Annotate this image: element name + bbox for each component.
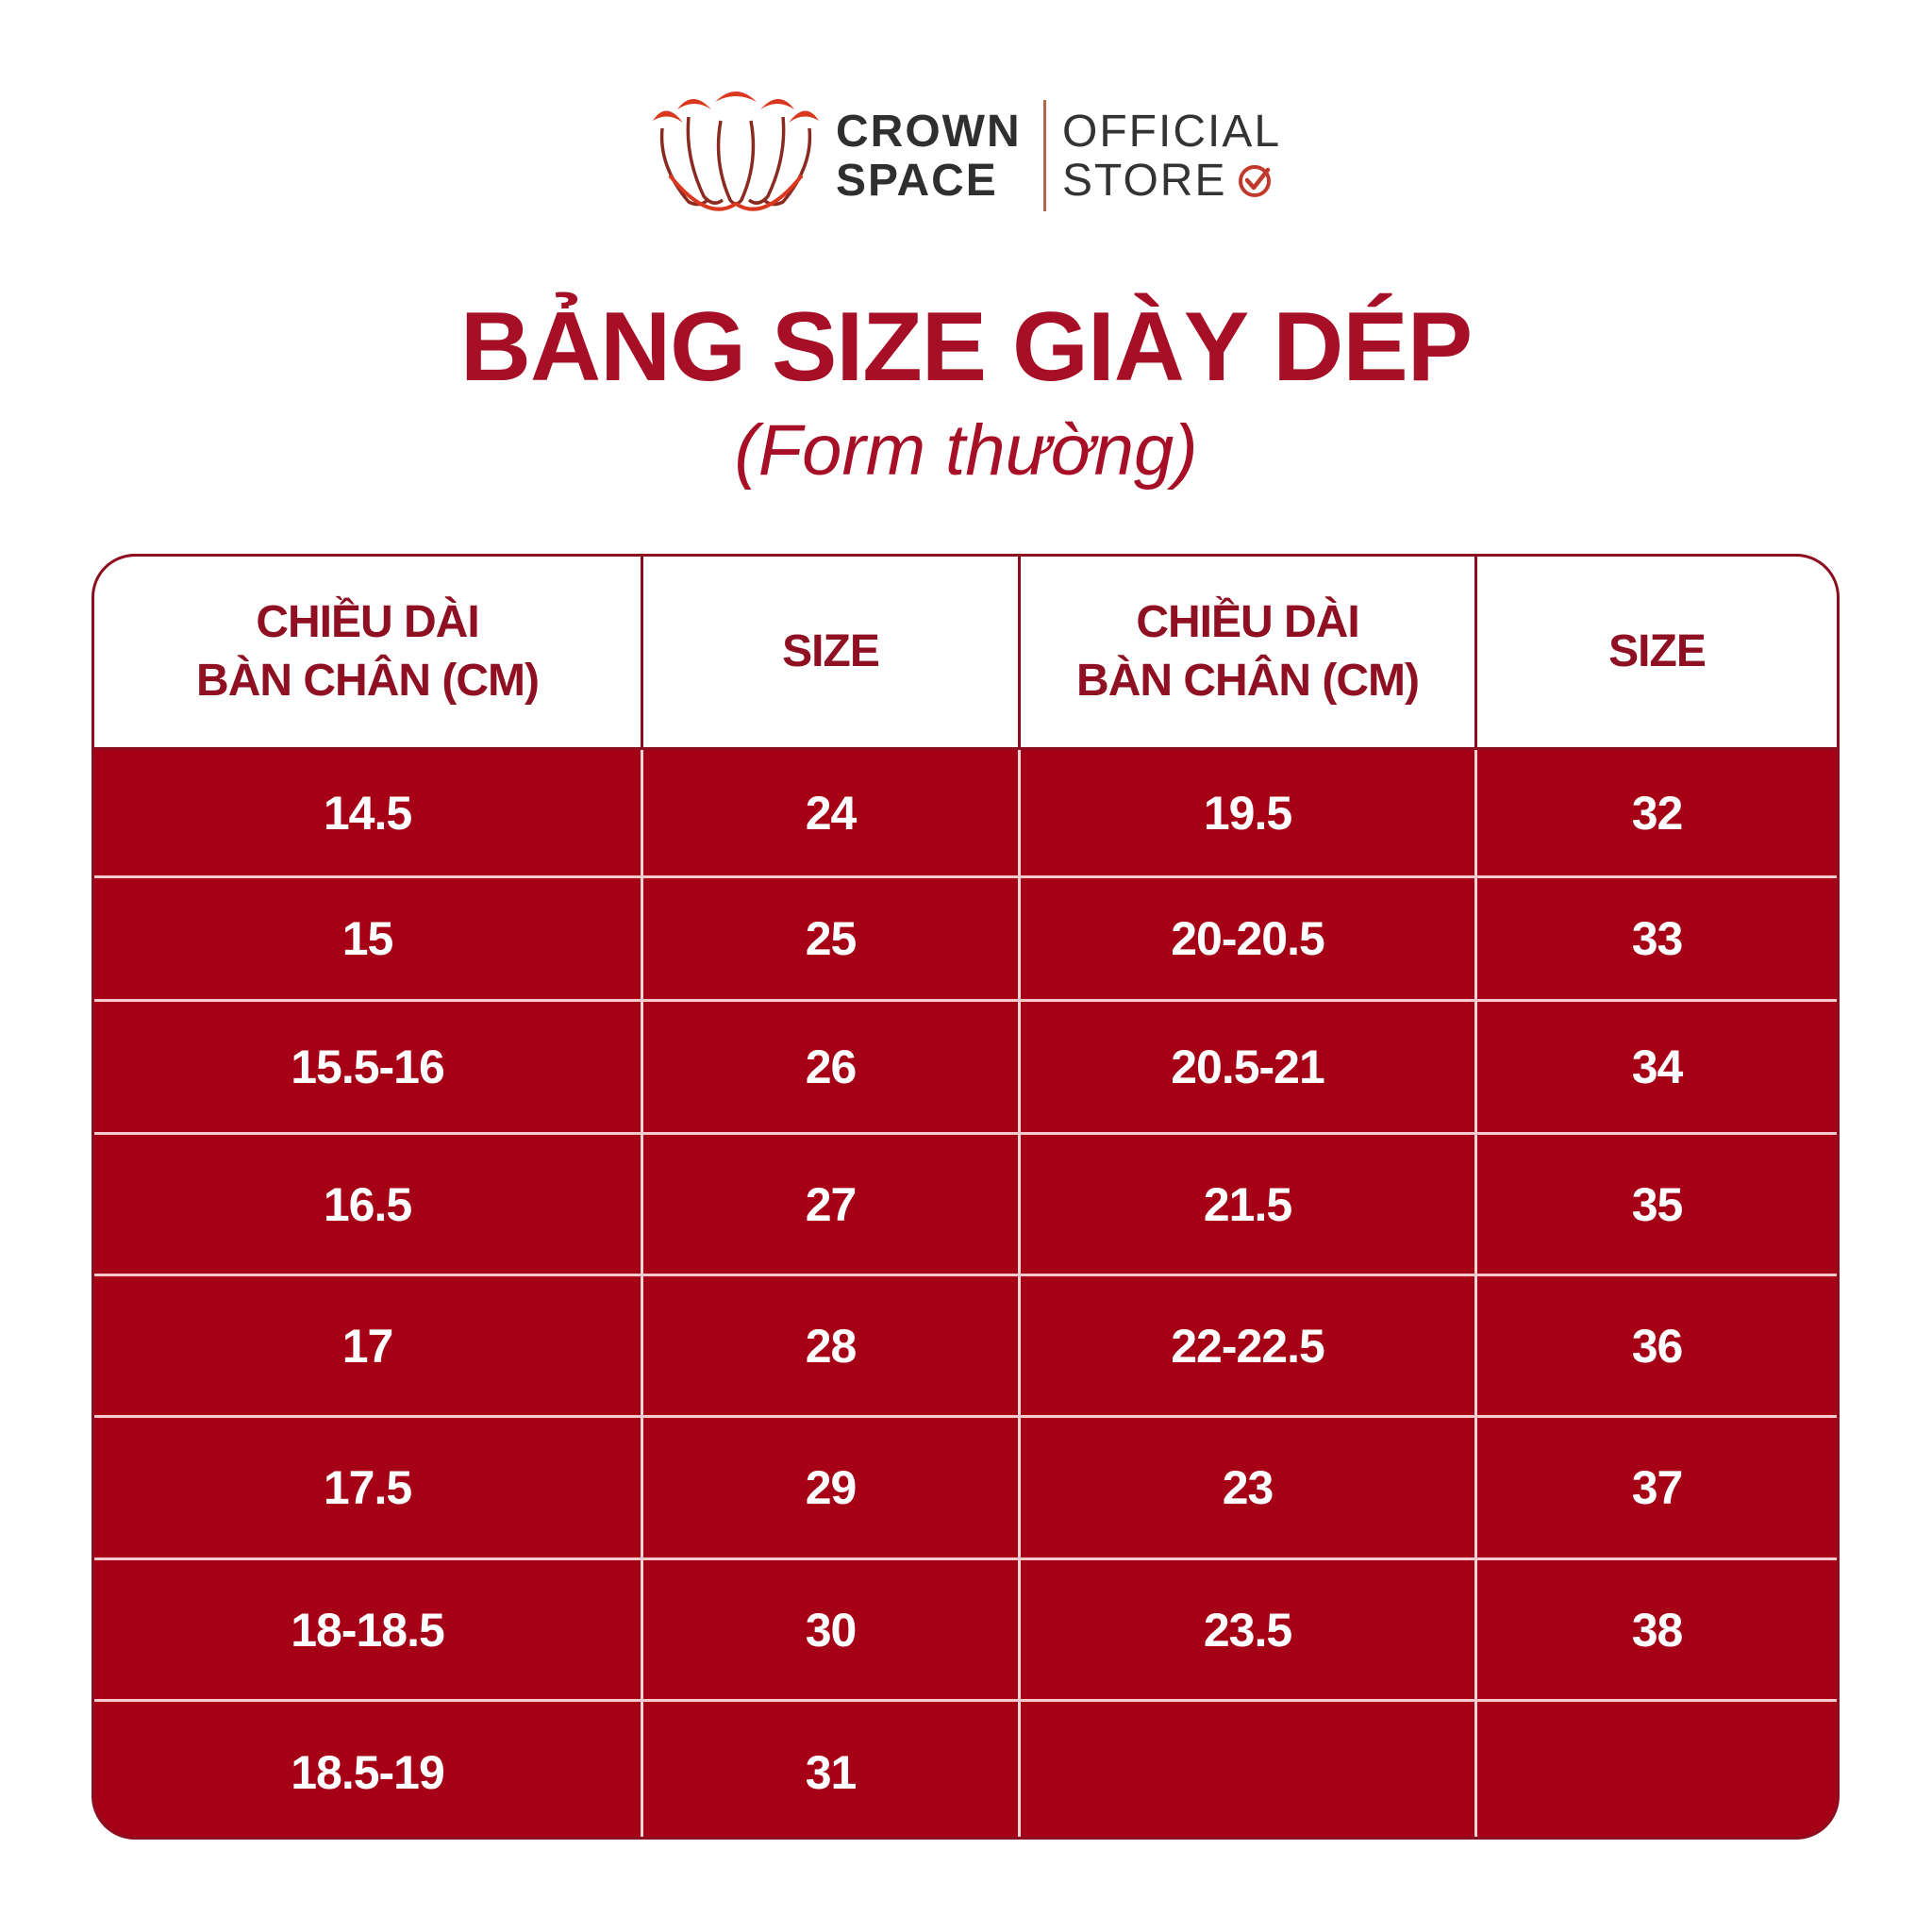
size-cell: 31	[643, 1702, 1021, 1837]
table-row: 17 28 22-22.5 36	[94, 1274, 1837, 1415]
size-cell: 25	[643, 878, 1021, 999]
size-cell: 36	[1631, 1319, 1684, 1373]
brand-name-line1: CROWN	[836, 107, 1022, 157]
table-row: 15 25 20-20.5 33	[94, 875, 1837, 999]
brand-name: CROWN SPACE	[836, 108, 1022, 206]
size-cell: 27	[643, 1135, 1021, 1274]
foot-length-cell: 14.5	[94, 750, 643, 875]
size-cell: 30	[643, 1560, 1021, 1699]
brand-tagline-line2: STORE	[1062, 156, 1227, 206]
table-row: 16.5 27 21.5 35	[94, 1132, 1837, 1274]
table-header: CHIỀU DÀI BÀN CHÂN (CM) SIZE CHIỀU DÀI B…	[94, 557, 1837, 750]
size-cell: 26	[643, 1002, 1021, 1132]
column-header-foot-length-1: CHIỀU DÀI BÀN CHÂN (CM)	[94, 557, 643, 747]
column-header-size-1: SIZE	[643, 557, 1021, 747]
table-body: 14.5 24 19.5 32 15 25 20-20.5 33 15.5-16…	[94, 750, 1837, 1837]
size-cell	[1477, 1702, 1837, 1837]
table-row: 17.5 29 23 37	[94, 1415, 1837, 1557]
foot-length-cell: 18-18.5	[94, 1560, 643, 1699]
table-row: 18-18.5 30 23.5 38	[94, 1557, 1837, 1699]
foot-length-cell: 16.5	[94, 1135, 643, 1274]
table-row: 18.5-19 31	[94, 1699, 1837, 1837]
size-cell: 34	[1631, 1041, 1684, 1093]
size-cell: 38	[1631, 1603, 1684, 1657]
page-subtitle: (Form thường)	[734, 410, 1198, 491]
brand-name-line2: SPACE	[836, 156, 998, 206]
foot-length-cell: 23	[1021, 1418, 1477, 1557]
foot-length-cell	[1021, 1702, 1477, 1837]
size-cell: 24	[643, 750, 1021, 875]
size-cell: 28	[643, 1276, 1021, 1415]
check-circle-icon	[1239, 165, 1272, 197]
foot-length-cell: 17.5	[94, 1418, 643, 1557]
brand-tagline: OFFICIAL STORE	[1062, 108, 1281, 206]
foot-length-cell: 18.5-19	[94, 1702, 643, 1837]
foot-length-cell: 23.5	[1021, 1560, 1477, 1699]
size-cell: 35	[1631, 1177, 1684, 1231]
size-cell: 29	[643, 1418, 1021, 1557]
table-row: 14.5 24 19.5 32	[94, 750, 1837, 875]
table-row: 15.5-16 26 20.5-21 34	[94, 999, 1837, 1132]
foot-length-cell: 17	[94, 1276, 643, 1415]
size-cell: 32	[1631, 786, 1684, 840]
brand-tagline-line1: OFFICIAL	[1062, 107, 1282, 157]
crown-lotus-logo-icon	[653, 92, 819, 211]
foot-length-cell: 15.5-16	[94, 1002, 643, 1132]
column-header-size-2: SIZE	[1608, 626, 1707, 676]
size-table: CHIỀU DÀI BÀN CHÂN (CM) SIZE CHIỀU DÀI B…	[92, 554, 1840, 1840]
foot-length-cell: 21.5	[1021, 1135, 1477, 1274]
foot-length-cell: 15	[94, 878, 643, 999]
brand-header: CROWN SPACE OFFICIAL STORE	[651, 91, 1292, 213]
foot-length-cell: 20-20.5	[1021, 878, 1477, 999]
foot-length-cell: 22-22.5	[1021, 1276, 1477, 1415]
brand-divider	[1043, 100, 1046, 211]
size-cell: 33	[1631, 912, 1684, 965]
foot-length-cell: 20.5-21	[1021, 1002, 1477, 1132]
size-cell: 37	[1631, 1461, 1684, 1514]
column-header-foot-length-2: CHIỀU DÀI BÀN CHÂN (CM)	[1021, 557, 1477, 747]
page-title: BẢNG SIZE GIÀY DÉP	[459, 292, 1473, 402]
foot-length-cell: 19.5	[1021, 750, 1477, 875]
